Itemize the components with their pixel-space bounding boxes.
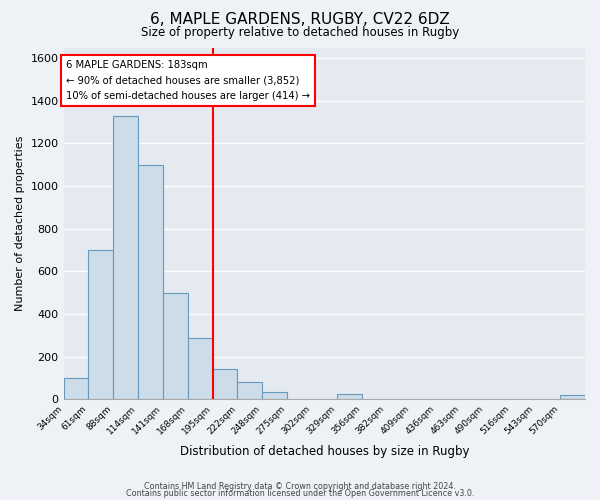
Bar (163, 292, 188, 399)
Bar (113, 116, 138, 399)
Text: Contains HM Land Registry data © Crown copyright and database right 2024.: Contains HM Land Registry data © Crown c… (144, 482, 456, 491)
Bar (212, 370, 238, 399)
Bar (188, 338, 212, 399)
Bar (337, 394, 362, 399)
Bar (64, 378, 88, 399)
Bar (262, 392, 287, 399)
Bar (560, 395, 585, 399)
X-axis label: Distribution of detached houses by size in Rugby: Distribution of detached houses by size … (179, 444, 469, 458)
Text: Size of property relative to detached houses in Rugby: Size of property relative to detached ho… (141, 26, 459, 39)
Bar (138, 164, 163, 399)
Bar (238, 382, 262, 399)
Text: Contains public sector information licensed under the Open Government Licence v3: Contains public sector information licen… (126, 490, 474, 498)
Bar (88, 250, 113, 399)
Text: 6 MAPLE GARDENS: 183sqm
← 90% of detached houses are smaller (3,852)
10% of semi: 6 MAPLE GARDENS: 183sqm ← 90% of detache… (66, 60, 310, 101)
Text: 6, MAPLE GARDENS, RUGBY, CV22 6DZ: 6, MAPLE GARDENS, RUGBY, CV22 6DZ (150, 12, 450, 28)
Y-axis label: Number of detached properties: Number of detached properties (15, 136, 25, 311)
